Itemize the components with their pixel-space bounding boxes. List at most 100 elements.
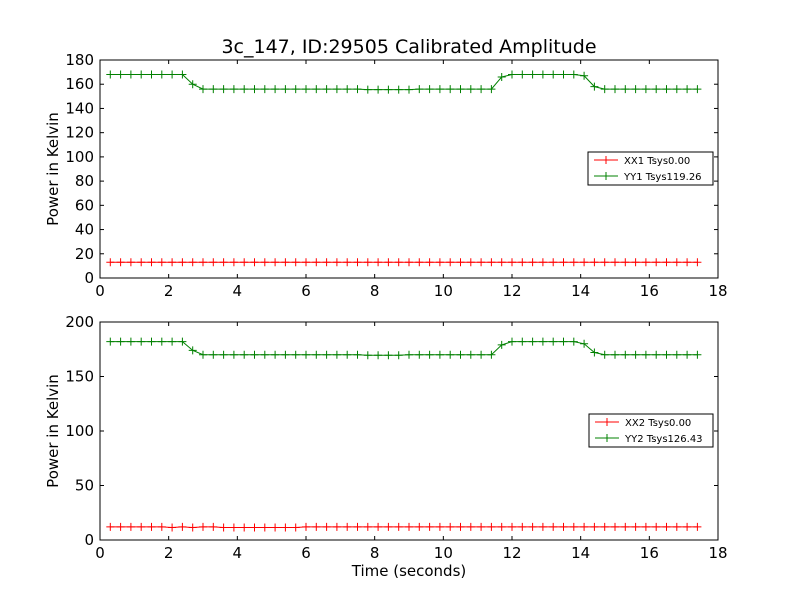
data-point xyxy=(157,337,166,346)
data-point xyxy=(250,85,259,94)
data-point xyxy=(652,522,661,531)
data-point xyxy=(312,522,321,531)
data-point xyxy=(508,337,516,346)
data-point xyxy=(209,85,218,94)
data-point xyxy=(497,258,506,267)
data-point xyxy=(611,522,619,531)
data-point xyxy=(652,85,661,94)
data-point xyxy=(157,70,166,79)
x-tick-label: 16 xyxy=(640,282,659,300)
data-point xyxy=(199,350,207,359)
data-point xyxy=(631,85,640,94)
data-point xyxy=(374,351,383,360)
data-point xyxy=(487,522,496,531)
data-point xyxy=(178,337,187,346)
data-point xyxy=(260,350,269,359)
data-point xyxy=(662,522,671,531)
data-point xyxy=(538,522,547,531)
data-point xyxy=(353,522,362,531)
data-point xyxy=(611,350,619,359)
data-point xyxy=(590,258,599,267)
data-point xyxy=(549,258,558,267)
data-point xyxy=(147,337,156,346)
data-point xyxy=(497,340,506,349)
axes-frame xyxy=(99,59,719,279)
data-point xyxy=(611,258,619,267)
data-point xyxy=(569,258,578,267)
data-point xyxy=(178,258,187,267)
data-point xyxy=(672,258,681,267)
legend-swatch-marker xyxy=(603,434,611,442)
data-point xyxy=(662,258,671,267)
data-point xyxy=(518,70,527,79)
data-point xyxy=(559,70,568,79)
data-point xyxy=(590,82,599,91)
data-point xyxy=(569,337,578,346)
data-point xyxy=(518,522,527,531)
y-tick-label: 180 xyxy=(65,51,94,69)
data-point xyxy=(281,85,290,94)
data-point xyxy=(229,258,238,267)
data-point xyxy=(240,523,249,532)
data-point xyxy=(559,522,568,531)
data-point xyxy=(312,258,321,267)
data-point xyxy=(271,523,280,532)
data-point xyxy=(157,522,166,531)
x-tick-label: 6 xyxy=(301,544,311,562)
y-tick-label: 0 xyxy=(84,269,94,287)
data-point xyxy=(343,350,352,359)
data-point xyxy=(405,522,413,531)
data-point xyxy=(312,350,321,359)
data-point xyxy=(353,350,362,359)
data-point xyxy=(137,337,146,346)
data-point xyxy=(435,522,444,531)
data-point xyxy=(302,350,310,359)
data-point xyxy=(415,522,424,531)
data-point xyxy=(662,350,671,359)
y-axis-label: Power in Kelvin xyxy=(44,374,62,488)
data-point xyxy=(394,85,403,94)
data-point xyxy=(580,71,589,80)
data-point xyxy=(168,523,177,532)
data-point xyxy=(106,337,115,346)
chart-title: 3c_147, ID:29505 Calibrated Amplitude xyxy=(221,36,596,58)
data-point xyxy=(456,258,465,267)
data-point xyxy=(332,258,341,267)
data-point xyxy=(250,258,259,267)
data-point xyxy=(600,350,609,359)
data-point xyxy=(168,337,177,346)
data-point xyxy=(229,85,238,94)
x-tick-label: 0 xyxy=(95,282,105,300)
y-tick-label: 60 xyxy=(75,196,94,214)
x-tick-label: 12 xyxy=(502,282,521,300)
y-tick-label: 20 xyxy=(75,245,94,263)
data-point xyxy=(384,522,393,531)
data-point xyxy=(683,350,692,359)
data-point xyxy=(302,522,310,531)
subplot-1: 0 2 4 6 8 10 12 14 16 180204060801001201401601803… xyxy=(44,36,728,300)
data-point xyxy=(549,522,558,531)
x-tick-label: 10 xyxy=(434,282,453,300)
data-point xyxy=(260,258,269,267)
x-tick-label: 14 xyxy=(571,282,590,300)
data-point xyxy=(302,258,310,267)
y-tick-label: 40 xyxy=(75,221,94,239)
data-point xyxy=(291,523,300,532)
data-point xyxy=(240,85,249,94)
data-point xyxy=(394,258,403,267)
data-point xyxy=(425,85,434,94)
y-tick-label: 100 xyxy=(65,148,94,166)
data-point xyxy=(219,258,228,267)
x-tick-label: 8 xyxy=(370,544,380,562)
data-point xyxy=(590,522,599,531)
legend: XX1 Tsys0.00 YY1 Tsys119.26 xyxy=(587,151,714,186)
x-tick-label: 18 xyxy=(708,544,727,562)
data-point xyxy=(168,258,177,267)
data-point xyxy=(631,522,640,531)
data-point xyxy=(116,337,125,346)
legend-frame xyxy=(588,413,714,448)
data-point xyxy=(487,350,496,359)
data-point xyxy=(209,258,218,267)
data-point xyxy=(106,258,115,267)
y-tick-label: 120 xyxy=(65,124,94,142)
